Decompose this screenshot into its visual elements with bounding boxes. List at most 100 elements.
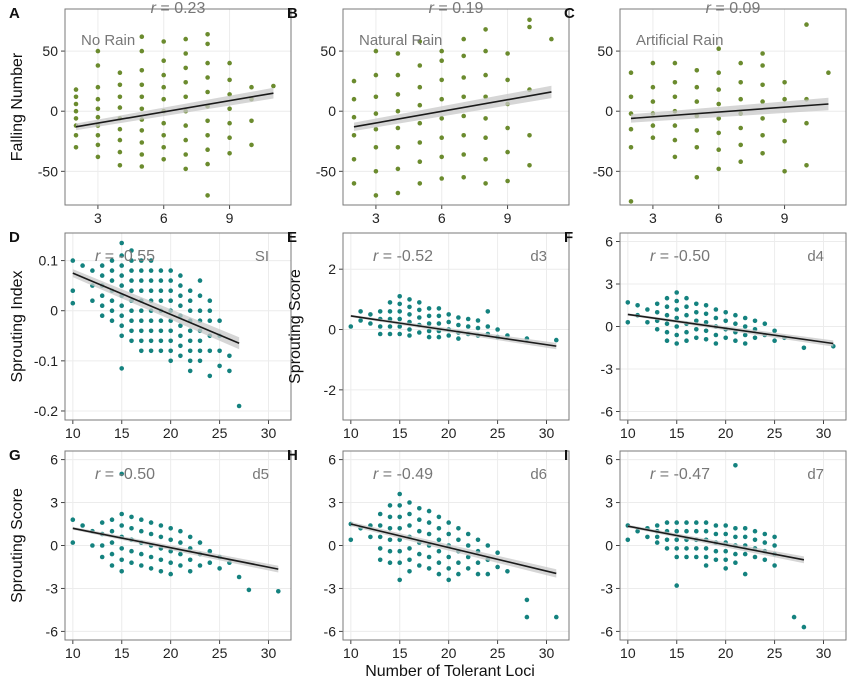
y-tick-label: 3 xyxy=(50,495,58,511)
data-point xyxy=(348,537,354,543)
data-point xyxy=(377,324,383,329)
data-point xyxy=(628,94,634,100)
data-point xyxy=(465,324,471,329)
data-point xyxy=(117,82,123,88)
data-point xyxy=(672,94,678,100)
x-tick-label: 6 xyxy=(160,210,168,226)
data-point xyxy=(207,318,213,324)
data-point xyxy=(395,92,401,97)
confidence-band xyxy=(72,269,240,350)
data-point xyxy=(694,68,700,73)
data-point xyxy=(90,298,95,304)
data-point xyxy=(654,301,660,307)
data-point xyxy=(148,554,154,560)
data-point xyxy=(187,308,193,314)
data-point xyxy=(674,315,679,321)
data-point xyxy=(197,293,203,299)
data-point xyxy=(395,190,401,196)
data-point xyxy=(742,315,748,321)
y-tick-label: -3 xyxy=(601,361,614,377)
data-point xyxy=(249,118,254,124)
data-point xyxy=(227,353,232,359)
data-point xyxy=(635,528,640,534)
data-point xyxy=(475,560,481,565)
data-point xyxy=(109,528,115,534)
data-point xyxy=(465,543,471,548)
data-point xyxy=(139,82,145,88)
data-point xyxy=(387,548,393,554)
plot-frame xyxy=(619,450,847,641)
data-point xyxy=(351,181,357,186)
condition-label: Artificial Rain xyxy=(636,32,724,49)
data-point xyxy=(158,288,164,294)
x-tick-label: 25 xyxy=(490,425,506,441)
data-point xyxy=(742,332,748,338)
data-point xyxy=(178,303,183,309)
data-point xyxy=(635,303,640,308)
data-point xyxy=(485,571,491,577)
data-point xyxy=(99,263,105,268)
data-point xyxy=(674,546,679,551)
data-point xyxy=(395,125,401,131)
data-point xyxy=(95,142,101,148)
data-point xyxy=(119,333,124,339)
data-point xyxy=(485,324,491,329)
x-tick-label: 30 xyxy=(816,645,832,661)
data-point xyxy=(417,315,422,320)
data-point xyxy=(417,551,422,557)
x-tick-label: 3 xyxy=(372,210,380,226)
data-point xyxy=(95,96,101,102)
data-point xyxy=(397,514,403,520)
data-point xyxy=(738,60,743,66)
x-tick-label: 9 xyxy=(781,210,789,226)
data-point xyxy=(733,534,738,540)
x-tick-label: 25 xyxy=(490,645,506,661)
panel-b: 3 6 9 50 0 -50 B r = 0.19 Natural Rain xyxy=(287,0,570,226)
data-point xyxy=(227,368,232,374)
data-point xyxy=(446,312,452,317)
data-point xyxy=(772,534,777,540)
data-point xyxy=(417,300,422,305)
data-point xyxy=(351,157,357,162)
data-point xyxy=(187,358,193,364)
data-point xyxy=(760,51,765,56)
data-point xyxy=(475,318,481,323)
data-point xyxy=(625,300,631,305)
data-point xyxy=(672,154,678,160)
y-tick-label: 0 xyxy=(50,538,58,554)
data-point xyxy=(187,328,193,334)
data-point xyxy=(205,133,210,138)
data-point xyxy=(139,338,144,344)
data-point xyxy=(95,48,101,54)
panel-letter: G xyxy=(9,447,21,464)
data-point xyxy=(178,353,183,359)
data-point xyxy=(654,310,660,315)
data-point xyxy=(782,139,787,144)
data-point xyxy=(99,273,105,278)
y-tick-label: 0 xyxy=(605,319,613,335)
data-point xyxy=(109,278,115,283)
data-point xyxy=(139,128,145,133)
data-point xyxy=(148,268,154,273)
correlation-value: = 0.19 xyxy=(434,0,483,17)
data-point xyxy=(505,569,510,574)
data-point xyxy=(782,118,787,124)
data-point xyxy=(168,571,173,577)
data-point xyxy=(439,154,445,160)
confidence-band xyxy=(353,85,552,132)
data-point xyxy=(407,312,412,317)
y-tick-label: -50 xyxy=(38,163,58,179)
data-point xyxy=(351,78,357,84)
y-tick-label: 50 xyxy=(597,43,613,59)
data-point xyxy=(158,523,164,528)
data-point xyxy=(168,348,173,354)
data-point xyxy=(713,557,719,563)
data-point xyxy=(139,140,145,145)
x-tick-label: 25 xyxy=(212,425,228,441)
data-point xyxy=(109,318,115,324)
data-point xyxy=(762,557,768,563)
data-point xyxy=(178,273,183,278)
data-point xyxy=(694,128,700,133)
